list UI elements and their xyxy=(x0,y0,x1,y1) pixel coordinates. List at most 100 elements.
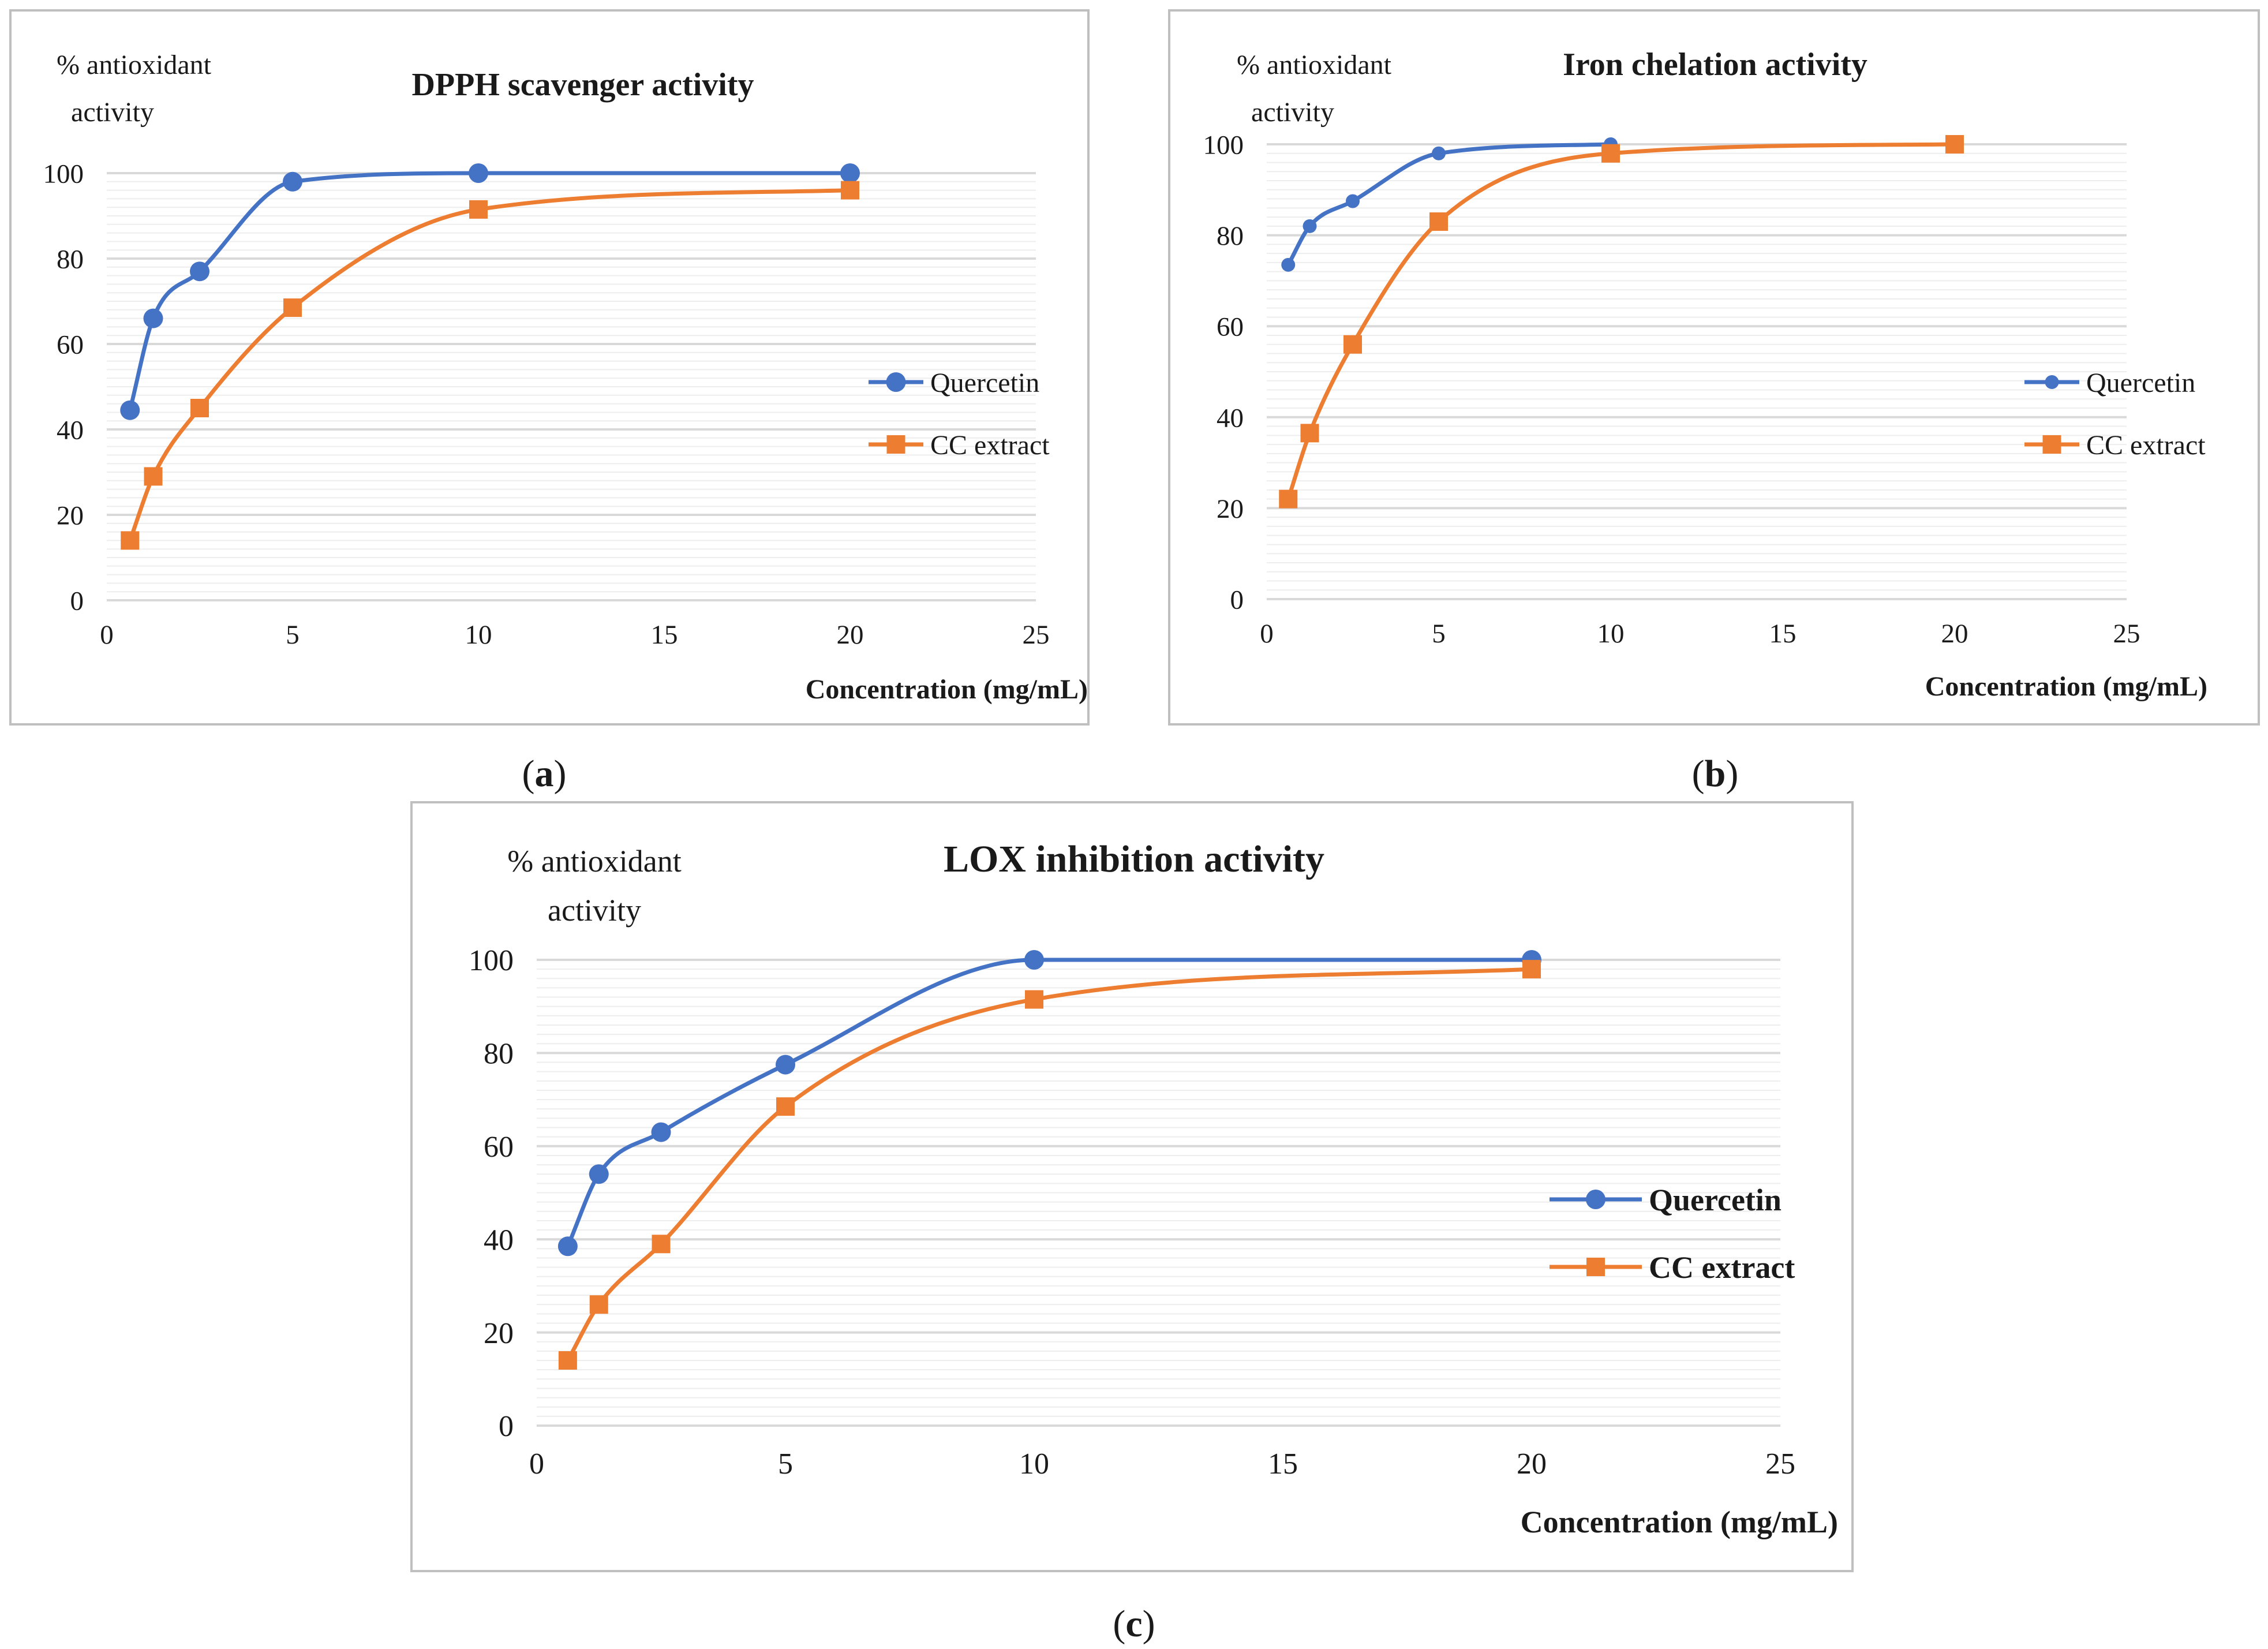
series-quercetin xyxy=(120,163,860,420)
x-tick-label: 0 xyxy=(529,1448,544,1480)
x-tick-label: 10 xyxy=(465,620,492,650)
data-point xyxy=(1024,950,1044,970)
data-point xyxy=(469,200,488,219)
chart-title: Iron chelation activity xyxy=(1563,47,1867,83)
x-tick-label: 0 xyxy=(100,620,114,650)
chart-frame xyxy=(410,801,1854,1572)
data-point xyxy=(589,1164,609,1184)
legend-label: CC extract xyxy=(1649,1250,1795,1285)
legend-label: CC extract xyxy=(2086,430,2206,461)
chart-frame xyxy=(9,9,1090,726)
legend-marker xyxy=(2045,375,2059,389)
y-axis-label-line: activity xyxy=(71,97,154,128)
x-tick-label: 0 xyxy=(1260,619,1274,649)
data-point xyxy=(1522,960,1541,979)
legend-marker xyxy=(1586,1258,1605,1276)
data-point xyxy=(283,298,302,317)
chart-panel-b: 0 20 40 60 80 100 0 5 10 15 20 25 Iron chelation act… xyxy=(1168,9,2260,726)
panel-label-c: (c) xyxy=(1113,1603,1155,1645)
chart-frame xyxy=(1168,9,2260,726)
panel-label-b: (b) xyxy=(1692,753,1739,795)
x-axis-label: Concentration (mg/mL) xyxy=(1925,671,2207,702)
data-point xyxy=(841,181,859,200)
y-tick-label: 60 xyxy=(484,1131,514,1164)
legend-entry-cc-extract: CC extract xyxy=(2024,430,2206,461)
data-point xyxy=(143,308,163,328)
y-axis-label-line: % antioxidant xyxy=(1237,50,1392,80)
series-line xyxy=(566,958,1534,1248)
y-tick-label: 20 xyxy=(57,500,84,530)
x-tick-label: 20 xyxy=(837,620,864,650)
y-axis-label: % antioxidant activity xyxy=(507,844,681,928)
x-axis-label: Concentration (mg/mL) xyxy=(1521,1505,1838,1539)
legend-marker xyxy=(886,435,905,454)
gridlines xyxy=(537,959,1780,1427)
data-point xyxy=(469,163,488,183)
y-tick-label: 0 xyxy=(70,586,84,616)
y-tick-label: 40 xyxy=(484,1224,514,1257)
series-quercetin xyxy=(1281,137,1618,272)
y-tick-label: 80 xyxy=(484,1038,514,1071)
data-point xyxy=(652,1235,671,1254)
x-tick-label: 5 xyxy=(286,620,300,650)
y-tick-label: 20 xyxy=(484,1317,514,1350)
x-tick-label: 10 xyxy=(1019,1448,1049,1480)
x-axis-label: Concentration (mg/mL) xyxy=(806,674,1088,705)
x-tick-label: 25 xyxy=(1765,1448,1795,1480)
legend-marker xyxy=(886,372,906,392)
x-tick-label: 15 xyxy=(1769,619,1797,649)
y-axis-label-line: activity xyxy=(1251,97,1334,128)
y-axis-label-line: % antioxidant xyxy=(507,844,681,878)
y-tick-label: 40 xyxy=(57,415,84,445)
y-axis-label: % antioxidant activity xyxy=(1237,50,1392,128)
data-point xyxy=(1343,335,1362,354)
legend-marker xyxy=(1586,1190,1605,1209)
legend-entry-quercetin: Quercetin xyxy=(869,368,1039,398)
y-tick-label: 100 xyxy=(43,159,84,189)
y-tick-label: 0 xyxy=(1230,585,1244,615)
y-tick-label: 60 xyxy=(1217,312,1244,342)
y-tick-label: 80 xyxy=(1217,221,1244,251)
y-axis-label-line: activity xyxy=(548,893,641,928)
panel-label-a: (a) xyxy=(522,753,567,795)
x-tick-label: 5 xyxy=(778,1448,793,1480)
chart-panel-c: 0 20 40 60 80 100 0 5 10 15 20 25 LOX inhibition act… xyxy=(410,801,1854,1572)
y-axis-label-line: % antioxidant xyxy=(57,50,212,80)
data-point xyxy=(776,1097,795,1116)
data-point xyxy=(589,1295,608,1314)
legend-entry-quercetin: Quercetin xyxy=(2024,368,2195,398)
data-point xyxy=(1300,424,1319,443)
y-axis-label: % antioxidant activity xyxy=(57,50,212,128)
chart-panel-a: 0 20 40 60 80 100 0 5 10 15 20 25 DPPH scavenger act… xyxy=(9,9,1090,726)
data-point xyxy=(121,531,140,550)
data-point xyxy=(144,467,163,486)
x-tick-label: 15 xyxy=(1268,1448,1298,1480)
series-quercetin xyxy=(557,950,1541,1257)
series-line xyxy=(566,967,1534,1363)
y-tick-label: 40 xyxy=(1217,403,1244,433)
data-point xyxy=(1025,990,1043,1009)
x-tick-label: 25 xyxy=(1023,620,1050,650)
legend-label: CC extract xyxy=(930,430,1050,461)
y-tick-label: 100 xyxy=(1203,130,1244,160)
data-point xyxy=(840,163,860,183)
y-tick-label: 100 xyxy=(469,944,514,977)
y-tick-label: 80 xyxy=(57,244,84,274)
x-tick-label: 25 xyxy=(2113,619,2140,649)
y-tick-label: 20 xyxy=(1217,494,1244,524)
data-point xyxy=(1432,146,1446,160)
chart-title: DPPH scavenger activity xyxy=(411,67,754,103)
legend-marker xyxy=(2042,435,2061,454)
x-tick-label: 5 xyxy=(1432,619,1446,649)
data-point xyxy=(1281,257,1296,272)
x-tick-label: 15 xyxy=(651,620,678,650)
y-tick-label: 0 xyxy=(499,1410,514,1443)
data-point xyxy=(1346,194,1360,208)
y-tick-label: 60 xyxy=(57,330,84,360)
data-point xyxy=(1429,212,1448,231)
data-point xyxy=(120,400,140,420)
legend-label: Quercetin xyxy=(2086,368,2195,398)
data-point xyxy=(651,1122,671,1142)
data-point xyxy=(1303,219,1317,233)
data-point xyxy=(558,1351,577,1370)
